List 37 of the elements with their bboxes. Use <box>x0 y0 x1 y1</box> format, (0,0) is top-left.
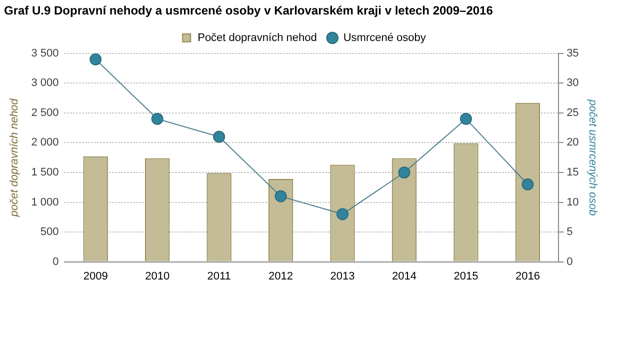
point <box>522 178 534 190</box>
y2-tick-label: 25 <box>566 106 579 119</box>
x-tick-label: 2009 <box>83 270 108 282</box>
x-tick-label: 2013 <box>330 270 355 282</box>
y2-tick-label: 30 <box>566 77 579 90</box>
point <box>90 53 102 66</box>
y2-tick-label: 10 <box>566 196 579 208</box>
y-tick-label: 1 500 <box>31 166 59 179</box>
legend-label: Počet dopravních nehod <box>198 32 317 44</box>
x-tick-label: 2011 <box>207 270 231 282</box>
point <box>398 166 410 178</box>
point <box>274 190 287 202</box>
y2-tick-label: 5 <box>566 226 573 238</box>
point <box>151 112 164 125</box>
x-tick-label: 2014 <box>392 270 416 282</box>
y2-tick-label: 15 <box>566 166 579 179</box>
y2-tick-label: 35 <box>566 47 579 60</box>
y-tick-label: 2 500 <box>31 106 59 119</box>
x-tick-label: 2010 <box>145 270 170 282</box>
point <box>336 208 349 220</box>
point <box>213 130 226 143</box>
chart-title: Graf U.9 Dopravní nehody a usmrcené osoby v Karlovarském kraji v letech 2009–2016 <box>4 4 494 18</box>
y-axis-title: počet dopravních nehod <box>8 98 21 218</box>
y-tick-label: 3 500 <box>31 47 59 60</box>
y-tick-label: 2 000 <box>31 136 59 149</box>
y2-tick-label: 20 <box>566 136 579 149</box>
y-tick-label: 3 000 <box>31 77 59 90</box>
legend-label: Usmrcené osoby <box>343 32 426 44</box>
x-tick-label: 2016 <box>515 270 540 282</box>
y-tick-label: 0 <box>52 256 59 268</box>
x-tick-label: 2012 <box>268 270 294 282</box>
y-tick-label: 1 000 <box>31 196 59 208</box>
x-tick-label: 2015 <box>454 270 478 282</box>
y2-tick-label: 0 <box>566 256 573 268</box>
point <box>460 112 472 125</box>
y2-axis-title: počet usmrcených osob <box>586 98 598 216</box>
y-tick-label: 500 <box>40 226 59 238</box>
